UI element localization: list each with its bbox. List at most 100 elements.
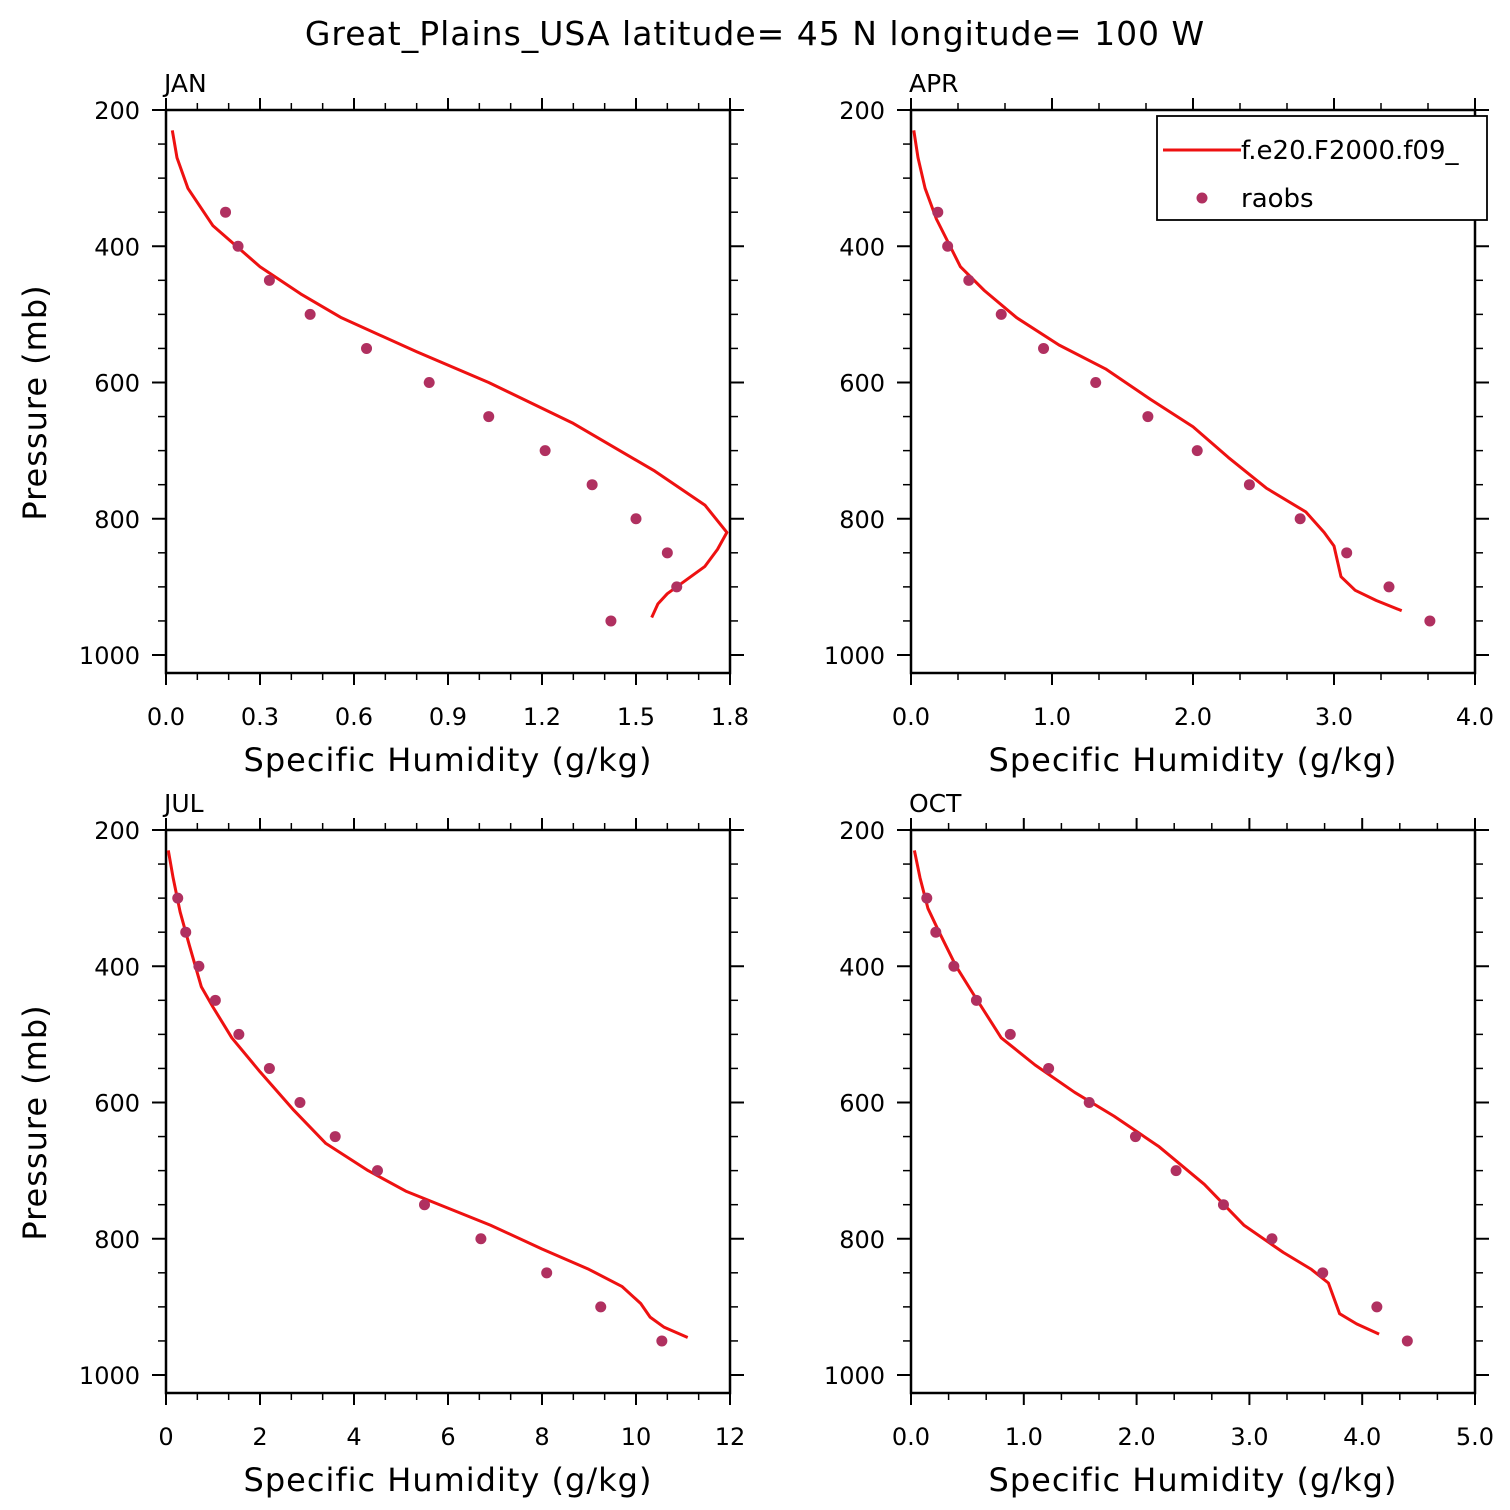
y-tick-label: 200 (839, 817, 885, 845)
panel-title: APR (909, 69, 959, 98)
x-tick-label: 4.0 (1456, 703, 1494, 731)
raobs-point (630, 513, 642, 525)
y-axis-label: Pressure (mb) (16, 284, 54, 520)
y-tick-label: 600 (839, 1090, 885, 1118)
raobs-point (419, 1199, 430, 1211)
raobs-point (361, 342, 373, 354)
raobs-point (1266, 1233, 1278, 1245)
x-tick-label: 1.2 (523, 703, 561, 731)
raobs-point (180, 926, 192, 938)
raobs-point (1424, 615, 1436, 627)
y-tick-label: 1000 (79, 642, 140, 670)
x-tick-label: 1.0 (1005, 1423, 1043, 1451)
raobs-point (1341, 547, 1353, 559)
y-tick-label: 800 (839, 506, 885, 534)
raobs-point (948, 960, 960, 972)
x-tick-label: 1.8 (711, 703, 749, 731)
legend-label: raobs (1241, 184, 1314, 214)
raobs-point (263, 274, 275, 286)
panel-oct: OCT 0.0 1.0 2.0 3.0 4.0 5.0 200 400 600 800 1000 Spe… (824, 789, 1494, 1499)
y-tick-label: 400 (94, 953, 140, 981)
x-tick-label: 2.0 (1174, 703, 1212, 731)
y-tick-label: 400 (839, 233, 885, 261)
x-axis-label: Specific Humidity (g/kg) (244, 1461, 653, 1499)
raobs-point (995, 308, 1007, 320)
model-profile-line (166, 850, 689, 1339)
x-tick-label: 3.0 (1230, 1423, 1268, 1451)
x-tick-label: 0.0 (147, 703, 185, 731)
raobs-point (539, 445, 551, 457)
x-tick-label: 1.5 (617, 703, 655, 731)
y-tick-label: 800 (94, 506, 140, 534)
legend-box (1156, 115, 1488, 221)
raobs-point (209, 994, 221, 1006)
panel-jul: JUL 0 2 4 6 8 10 12 200 400 600 800 1000 Specific Hum… (16, 789, 745, 1499)
raobs-point (586, 479, 598, 491)
x-tick-label: 2 (252, 1423, 267, 1451)
raobs-point (1090, 377, 1102, 388)
raobs-point (1317, 1267, 1329, 1279)
panel-title: OCT (909, 789, 962, 818)
raobs-point (1043, 1062, 1055, 1074)
x-tick-label: 0.0 (892, 1423, 930, 1451)
x-axis-label: Specific Humidity (g/kg) (989, 1461, 1398, 1499)
raobs-point (483, 411, 495, 423)
legend: f.e20.F2000.f09_raobs (1156, 115, 1488, 221)
y-tick-label: 800 (94, 1226, 140, 1254)
raobs-point (605, 615, 617, 627)
raobs-point (1191, 445, 1203, 457)
raobs-point (172, 892, 184, 904)
raobs-point (1004, 1028, 1016, 1040)
raobs-point (942, 240, 954, 252)
raobs-point (930, 926, 942, 938)
y-tick-label: 200 (94, 97, 140, 125)
raobs-point (1083, 1097, 1095, 1108)
raobs-point (1217, 1199, 1229, 1211)
x-tick-label: 5.0 (1456, 1423, 1494, 1451)
plot-area (166, 850, 689, 1347)
panel-title: JUL (162, 789, 204, 818)
raobs-point (1038, 342, 1050, 354)
raobs-point (1294, 513, 1306, 525)
raobs-point (475, 1233, 487, 1245)
raobs-point (423, 377, 435, 388)
x-tick-label: 0 (158, 1423, 173, 1451)
raobs-point (921, 892, 933, 904)
x-tick-label: 1.0 (1033, 703, 1071, 731)
x-tick-label: 6 (440, 1423, 455, 1451)
model-profile-line (912, 130, 1403, 613)
raobs-point (294, 1097, 306, 1108)
raobs-point (671, 581, 683, 593)
plot-frame (164, 108, 732, 675)
x-axis-label: Specific Humidity (g/kg) (244, 741, 653, 779)
y-tick-label: 400 (94, 233, 140, 261)
raobs-point (193, 960, 205, 972)
y-tick-label: 400 (839, 953, 885, 981)
plot-area (912, 130, 1436, 627)
x-tick-label: 4.0 (1343, 1423, 1381, 1451)
y-tick-label: 1000 (79, 1362, 140, 1390)
raobs-point (656, 1335, 668, 1347)
x-tick-label: 0.3 (241, 703, 279, 731)
model-profile-line (170, 130, 729, 619)
legend-label: f.e20.F2000.f09_ (1241, 136, 1459, 166)
y-tick-label: 1000 (824, 1362, 885, 1390)
x-tick-label: 0.9 (429, 703, 467, 731)
y-tick-label: 600 (839, 370, 885, 398)
x-tick-label: 2.0 (1118, 1423, 1156, 1451)
raobs-point (1383, 581, 1395, 593)
raobs-point (595, 1301, 607, 1313)
raobs-point (220, 206, 232, 218)
raobs-point (304, 308, 316, 320)
y-tick-label: 600 (94, 1090, 140, 1118)
raobs-point (1129, 1131, 1141, 1143)
raobs-point (232, 240, 244, 252)
plot-area (912, 850, 1413, 1347)
y-tick-label: 600 (94, 370, 140, 398)
raobs-point (1170, 1165, 1182, 1177)
y-tick-label: 200 (94, 817, 140, 845)
raobs-point (233, 1028, 245, 1040)
panel-jan: JAN 0.0 0.3 0.6 0.9 1.2 1.5 1.8 200 400 600 800 1000… (16, 69, 749, 779)
x-axis-label: Specific Humidity (g/kg) (989, 741, 1398, 779)
